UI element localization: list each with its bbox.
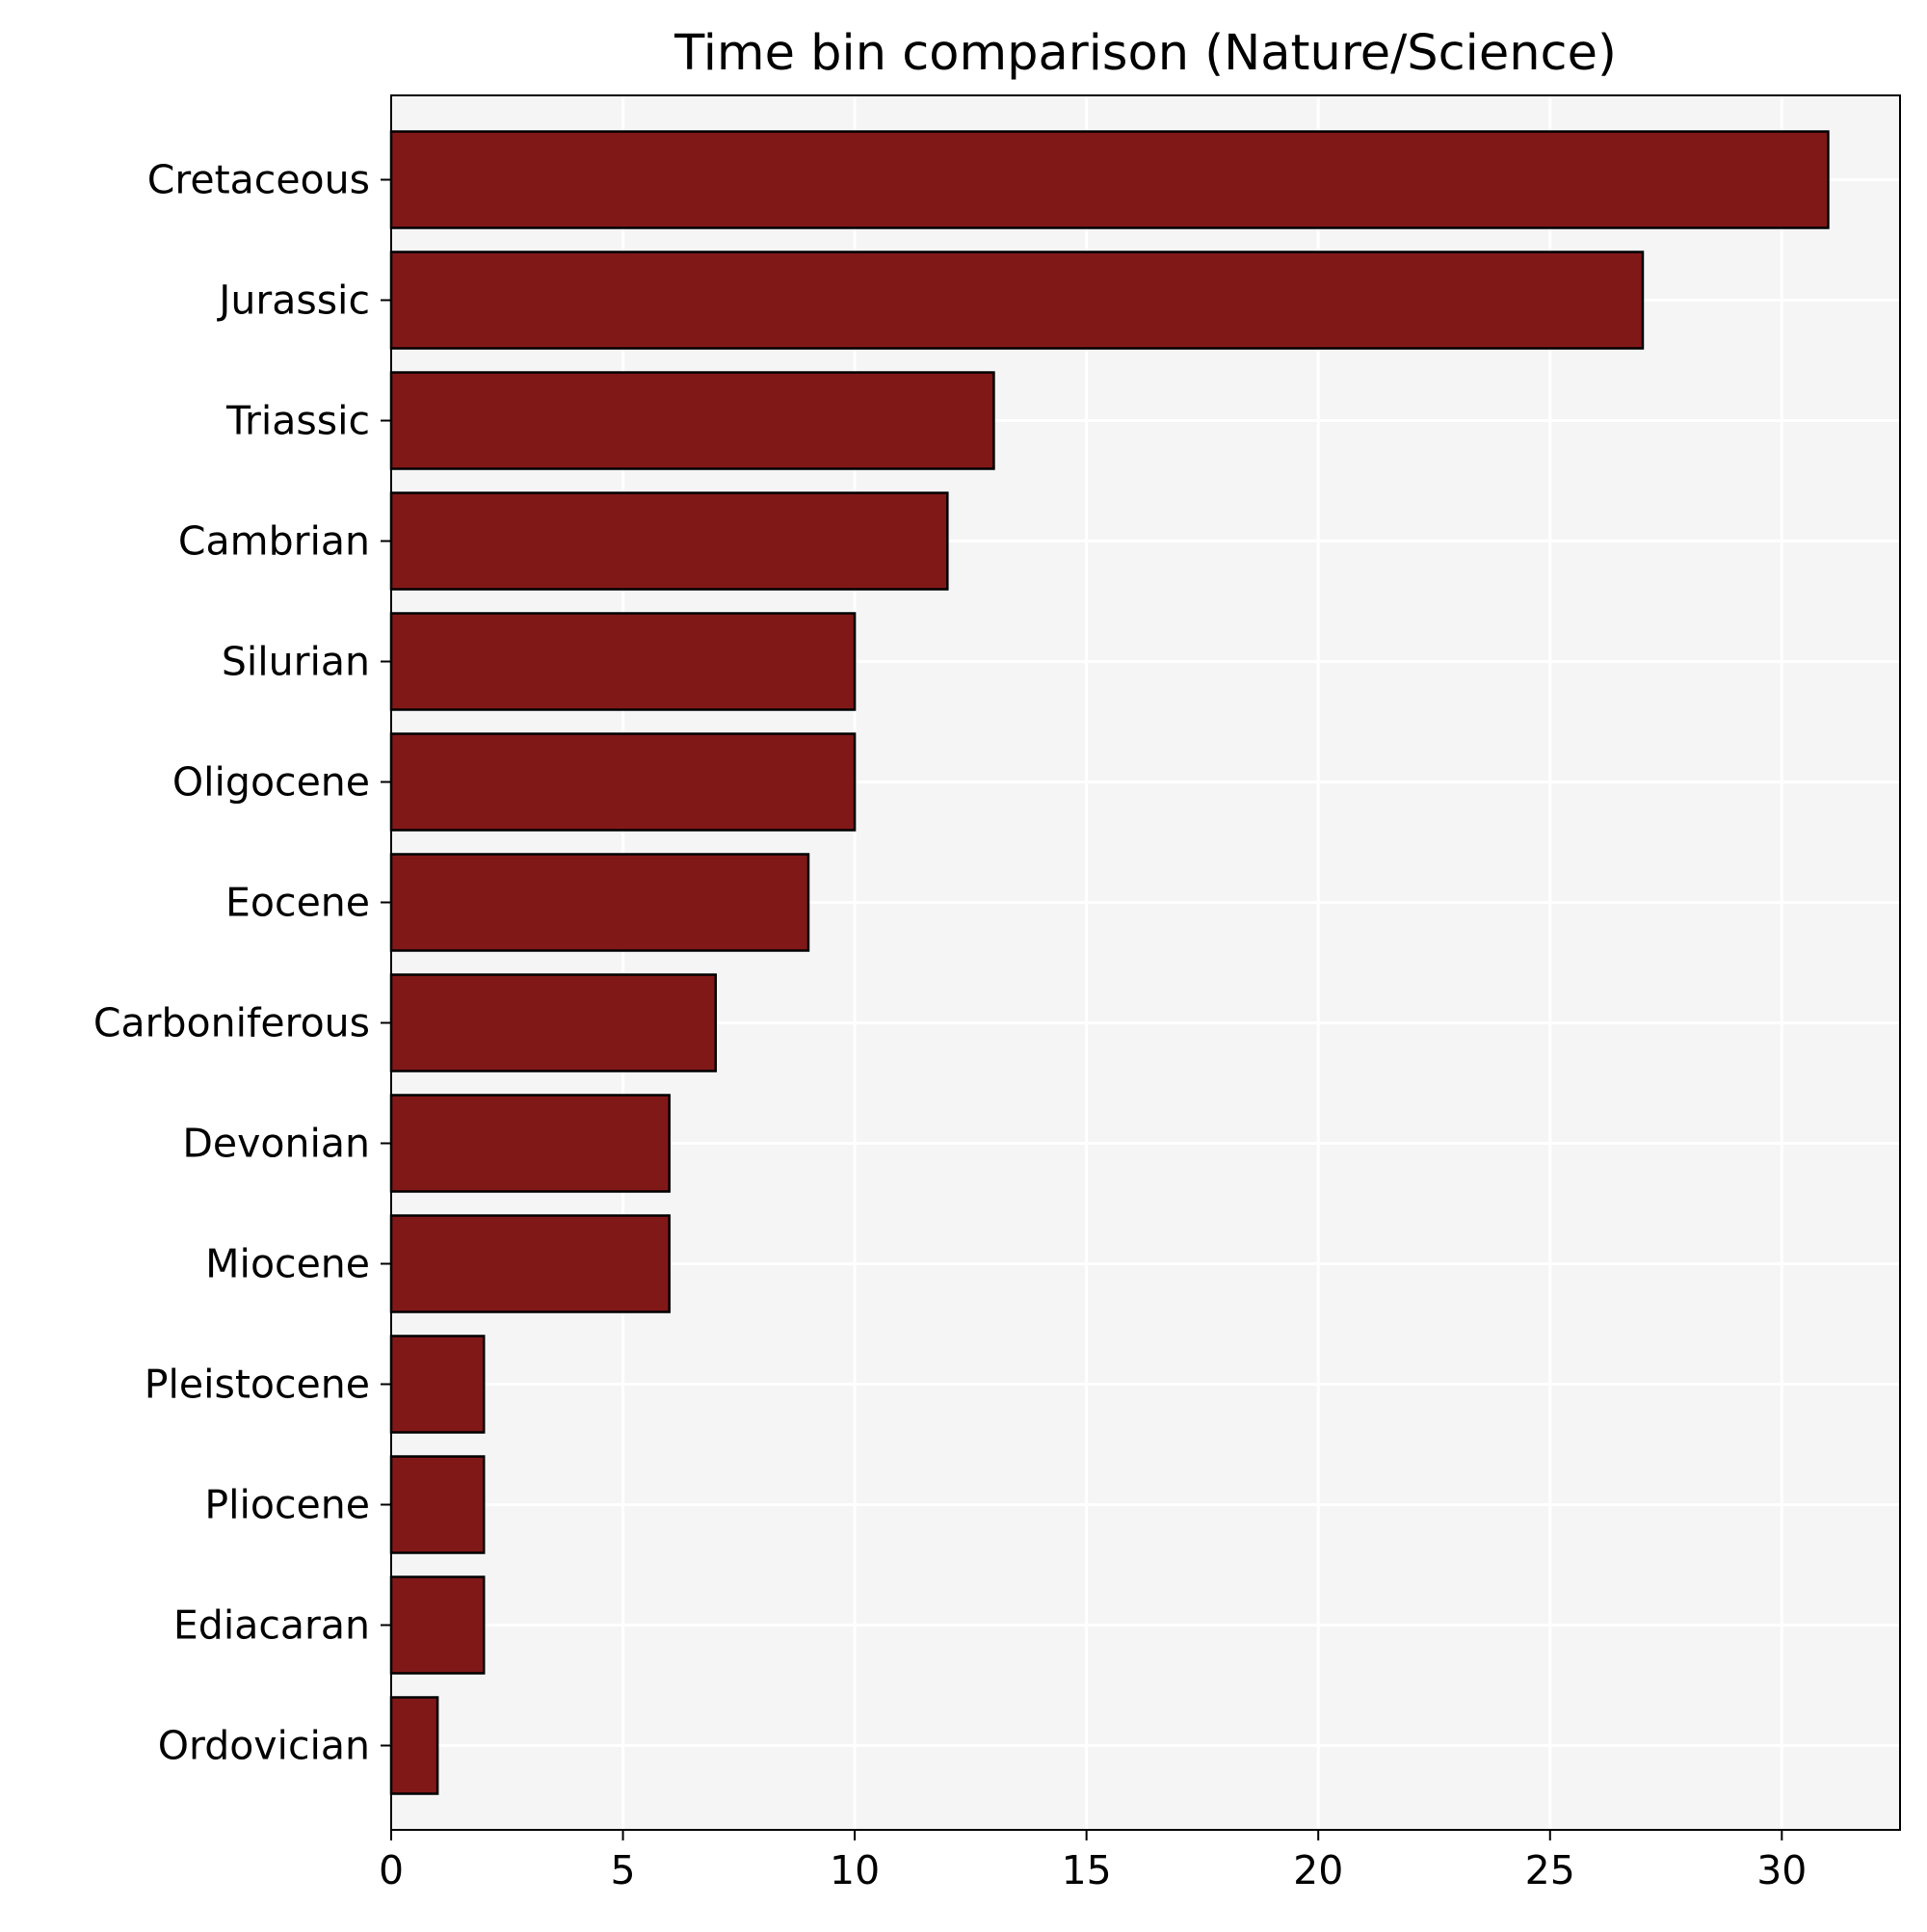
- axes-frame: [390, 94, 1901, 1831]
- y-tick-label: Devonian: [182, 1121, 370, 1167]
- x-tick-label: 5: [611, 1847, 636, 1893]
- y-tick-label: Jurassic: [216, 278, 370, 324]
- bar-ediacaran: [389, 1575, 486, 1675]
- bar-jurassic: [389, 251, 1645, 350]
- y-tick-label: Ordovician: [158, 1723, 370, 1769]
- y-tick-label: Oligocene: [172, 759, 370, 806]
- y-tick-label: Cambrian: [178, 518, 370, 565]
- bar-ordovician: [389, 1696, 439, 1795]
- plot-background: [391, 95, 1900, 1830]
- y-tick-label: Cretaceous: [147, 157, 370, 203]
- y-tick-label: Miocene: [205, 1241, 370, 1287]
- y-tick-label: Eocene: [225, 880, 370, 926]
- bar-eocene: [389, 853, 810, 952]
- x-tick-label: 0: [379, 1847, 404, 1893]
- bar-silurian: [389, 612, 857, 711]
- y-tick-label: Pleistocene: [145, 1362, 370, 1408]
- x-tick-label: 25: [1525, 1847, 1575, 1893]
- bar-cambrian: [389, 491, 949, 591]
- x-tick-label: 30: [1756, 1847, 1807, 1893]
- bar-miocene: [389, 1214, 671, 1313]
- bar-pliocene: [389, 1455, 486, 1554]
- y-tick-label: Triassic: [225, 398, 370, 444]
- y-tick-label: Carboniferous: [93, 1000, 370, 1046]
- bar-cretaceous: [389, 130, 1830, 229]
- chart-title: Time bin comparison (Nature/Science): [673, 25, 1617, 82]
- y-tick-label: Pliocene: [204, 1482, 370, 1528]
- x-tick-label: 20: [1293, 1847, 1343, 1893]
- bar-oligocene: [389, 732, 857, 832]
- x-tick-label: 15: [1062, 1847, 1112, 1893]
- bar-devonian: [389, 1094, 671, 1193]
- x-tick-label: 10: [830, 1847, 880, 1893]
- bar-pleistocene: [389, 1335, 486, 1434]
- bar-carboniferous: [389, 973, 718, 1072]
- bar-triassic: [389, 371, 995, 470]
- y-tick-label: Silurian: [222, 639, 370, 685]
- y-tick-label: Ediacaran: [173, 1602, 370, 1649]
